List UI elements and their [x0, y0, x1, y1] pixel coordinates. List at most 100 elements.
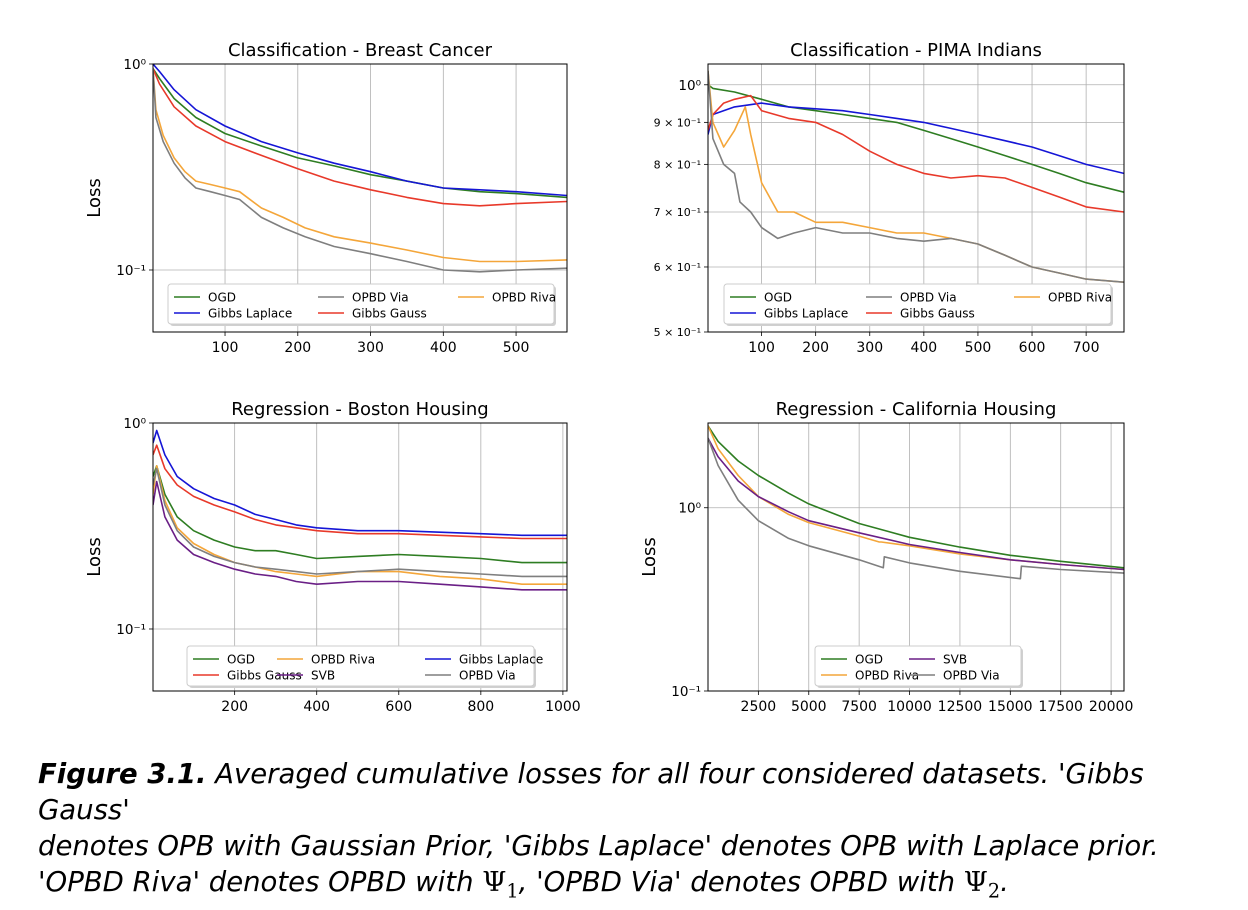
legend-label: OPBD Riva — [311, 653, 375, 667]
series-line-gibbs-gauss — [153, 68, 567, 207]
y-tick-label: 10⁰ — [678, 501, 701, 517]
chart-panel-2: 100 200 300 400 500 600 700 10⁰ 9 × 10⁻¹ 8 × 10⁻¹… — [654, 40, 1125, 356]
x-tick-label: 200 — [284, 340, 311, 356]
chart-panel-4: 2500 5000 7500 10000 12500 15000 17500 20000 10⁰… — [639, 399, 1133, 715]
legend-label: OPBD Via — [459, 669, 516, 683]
legend-label: SVB — [943, 653, 967, 667]
chart-panel-1: 100 200 300 400 500 10⁰ 10⁻¹ Classification - B… — [84, 40, 568, 356]
series-line-opbd-riva — [153, 68, 567, 263]
legend-label: OPBD Riva — [1048, 291, 1112, 305]
legend-label: Gibbs Laplace — [764, 307, 848, 321]
x-tick-label: 15000 — [988, 699, 1033, 715]
x-tick-label: 300 — [357, 340, 384, 356]
legend-label: OGD — [208, 291, 236, 305]
series-line-gibbs-gauss — [153, 444, 567, 540]
caption-line-3a: 'OPBD Riva' denotes OPBD with — [38, 866, 483, 898]
series-line-opbd-riva — [153, 464, 567, 586]
figure-caption: Figure 3.1. Averaged cumulative losses f… — [38, 756, 1233, 910]
caption-line-3c: . — [1000, 866, 1009, 898]
legend-label: OGD — [227, 653, 255, 667]
legend-label: SVB — [311, 669, 335, 683]
legend-box — [186, 645, 535, 687]
y-tick-label: 10⁰ — [123, 416, 146, 432]
legend-label: Gibbs Laplace — [459, 653, 543, 667]
caption-line-3b: , 'OPBD Via' denotes OPBD with — [518, 866, 964, 898]
legend-label: OPBD Via — [900, 291, 957, 305]
chart-title: Classification - PIMA Indians — [790, 40, 1042, 61]
y-axis-label: Loss — [84, 178, 105, 217]
legend-label: OPBD Riva — [492, 291, 556, 305]
legend-label: OPBD Via — [943, 669, 1000, 683]
y-axis-label: Loss — [84, 537, 105, 576]
series-line-gibbs-gauss — [708, 94, 1124, 213]
axes-frame — [707, 422, 1125, 692]
series-line-gibbs-laplace — [153, 429, 567, 537]
chart-title: Regression - California Housing — [776, 399, 1057, 420]
x-tick-label: 800 — [467, 699, 494, 715]
caption-label: Figure 3.1. — [38, 758, 207, 790]
y-tick-label: 10⁻¹ — [671, 684, 701, 700]
x-tick-label: 10000 — [887, 699, 932, 715]
series-line-opbd-via — [708, 70, 1124, 283]
series-line-gibbs-laplace — [153, 64, 567, 197]
x-tick-label: 500 — [503, 340, 530, 356]
legend-box — [167, 283, 555, 325]
x-tick-label: 200 — [221, 699, 248, 715]
y-tick-label: 6 × 10⁻¹ — [654, 261, 701, 274]
x-tick-label: 400 — [430, 340, 457, 356]
series-line-svb — [708, 437, 1124, 571]
chart-title: Regression - Boston Housing — [231, 399, 489, 420]
x-tick-label: 600 — [1019, 340, 1046, 356]
x-tick-label: 1000 — [545, 699, 581, 715]
x-tick-label: 20000 — [1089, 699, 1134, 715]
legend-label: Gibbs Laplace — [208, 307, 292, 321]
y-tick-label: 10⁻¹ — [116, 263, 146, 279]
psi-2: Ψ2 — [963, 866, 1001, 903]
x-tick-label: 100 — [212, 340, 239, 356]
y-axis-label: Loss — [639, 537, 660, 576]
x-tick-label: 5000 — [791, 699, 827, 715]
y-tick-label: 8 × 10⁻¹ — [654, 158, 701, 171]
figure-canvas: 100 200 300 400 500 10⁰ 10⁻¹ Classification - B… — [84, 40, 1133, 715]
x-tick-label: 17500 — [1038, 699, 1083, 715]
caption-line-2: denotes OPB with Gaussian Prior, 'Gibbs … — [38, 830, 1159, 862]
x-tick-label: 12500 — [938, 699, 983, 715]
series-line-opbd-via — [153, 467, 567, 578]
legend-label: Gibbs Gauss — [352, 307, 427, 321]
series-line-opbd-riva — [708, 425, 1124, 571]
y-tick-label: 10⁰ — [678, 78, 701, 94]
x-tick-label: 600 — [385, 699, 412, 715]
x-tick-label: 700 — [1073, 340, 1100, 356]
series-line-gibbs-laplace — [708, 102, 1124, 175]
series-line-ogd — [708, 425, 1124, 569]
axes-frame — [707, 63, 1125, 333]
series-line-ogd — [153, 68, 567, 199]
chart-title: Classification - Breast Cancer — [228, 40, 493, 61]
y-tick-label: 9 × 10⁻¹ — [654, 116, 701, 129]
x-tick-label: 500 — [965, 340, 992, 356]
y-tick-label: 10⁻¹ — [116, 622, 146, 638]
series-line-ogd — [708, 84, 1124, 193]
series-line-ogd — [153, 464, 567, 564]
axes-frame — [152, 422, 568, 692]
x-tick-label: 300 — [856, 340, 883, 356]
legend-label: Gibbs Gauss — [227, 669, 302, 683]
x-tick-label: 200 — [802, 340, 829, 356]
y-tick-label: 7 × 10⁻¹ — [654, 206, 701, 219]
caption-line-1: Averaged cumulative losses for all four … — [38, 758, 1144, 826]
x-tick-label: 400 — [910, 340, 937, 356]
psi-1: Ψ1 — [482, 866, 519, 903]
axes-frame — [152, 63, 568, 333]
legend-label: OGD — [855, 653, 883, 667]
y-tick-label: 5 × 10⁻¹ — [654, 326, 701, 339]
legend-label: OPBD Riva — [855, 669, 919, 683]
legend-label: OGD — [764, 291, 792, 305]
x-tick-label: 7500 — [841, 699, 877, 715]
legend-label: Gibbs Gauss — [900, 307, 975, 321]
legend-box — [814, 645, 1022, 687]
legend-label: OPBD Via — [352, 291, 409, 305]
series-line-opbd-via — [153, 68, 567, 273]
y-tick-label: 10⁰ — [123, 57, 146, 73]
series-line-svb — [153, 480, 567, 591]
x-tick-label: 2500 — [741, 699, 777, 715]
